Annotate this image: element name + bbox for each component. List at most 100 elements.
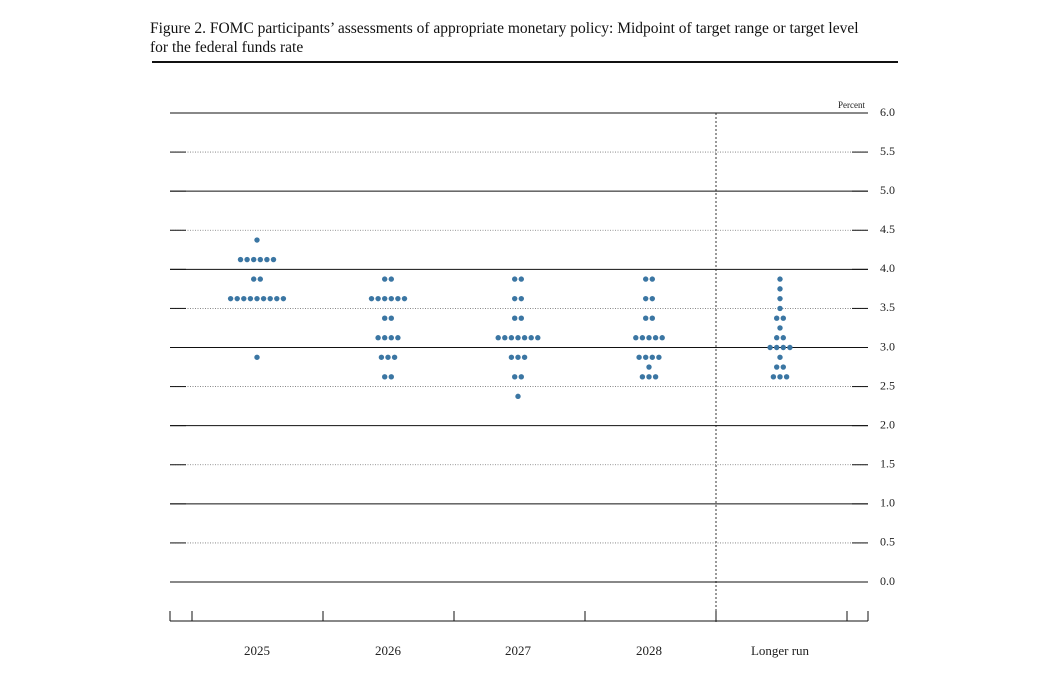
x-tick-label: 2026 — [375, 643, 402, 658]
dot — [270, 256, 277, 263]
dot — [382, 295, 388, 302]
dot — [512, 295, 518, 302]
y-tick-label: 6.0 — [880, 105, 895, 119]
dot — [643, 276, 649, 282]
dot — [518, 315, 524, 321]
dot — [264, 256, 270, 263]
dot — [777, 305, 783, 312]
dot — [378, 354, 385, 360]
dot — [518, 374, 524, 380]
dot — [639, 335, 646, 341]
dot — [251, 256, 257, 263]
dot — [512, 276, 518, 282]
dot — [382, 335, 388, 341]
dot — [649, 295, 655, 302]
dot — [774, 344, 780, 351]
y-tick-label: 2.0 — [880, 417, 895, 431]
dot — [652, 374, 659, 380]
dot — [382, 315, 388, 321]
dot — [515, 354, 521, 360]
dot — [254, 354, 260, 360]
dot — [652, 335, 659, 341]
dot — [518, 295, 524, 302]
dot — [633, 335, 639, 341]
dot — [247, 295, 254, 302]
dot — [780, 364, 786, 370]
dot — [518, 276, 524, 282]
dot — [656, 354, 662, 360]
y-tick-label: 5.0 — [880, 183, 895, 197]
dot — [375, 295, 381, 302]
y-tick-label: 3.5 — [880, 300, 895, 314]
dot — [659, 335, 665, 341]
dot — [382, 276, 388, 282]
dot — [777, 374, 783, 380]
y-tick-label: 4.5 — [880, 222, 895, 236]
dot — [512, 315, 518, 321]
dot — [783, 374, 790, 380]
dot — [495, 335, 501, 341]
dot — [382, 374, 388, 380]
dot — [521, 335, 528, 341]
dot — [777, 354, 783, 360]
dot — [780, 344, 786, 351]
y-tick-label: 4.0 — [880, 261, 895, 275]
dot — [227, 295, 234, 302]
dot — [260, 295, 267, 302]
dot — [649, 354, 655, 360]
dot — [643, 295, 649, 302]
dot — [280, 295, 287, 302]
dot — [774, 364, 780, 370]
dot — [388, 315, 394, 321]
dot — [767, 344, 773, 351]
title-rule — [152, 61, 898, 63]
y-tick-label: 0.0 — [880, 574, 895, 588]
dot — [636, 354, 642, 360]
dot — [388, 295, 394, 302]
dot — [257, 276, 263, 282]
dot — [528, 335, 534, 341]
dot — [274, 295, 280, 302]
y-axis-label: Percent — [838, 100, 865, 110]
dot — [254, 237, 260, 243]
dot — [777, 325, 783, 331]
dot — [508, 335, 515, 341]
dot — [388, 276, 394, 282]
dot — [251, 276, 257, 282]
dot — [395, 335, 401, 341]
dot — [787, 344, 793, 351]
dot — [244, 256, 250, 263]
y-tick-label: 1.0 — [880, 496, 895, 510]
y-tick-label: 1.5 — [880, 457, 895, 471]
dot — [375, 335, 381, 341]
dot — [385, 354, 391, 360]
dot — [515, 393, 521, 400]
y-tick-label: 3.0 — [880, 339, 895, 353]
dot — [649, 315, 655, 321]
dot — [777, 276, 783, 282]
x-tick-label: Longer run — [751, 643, 810, 658]
dot — [521, 354, 528, 360]
dot — [508, 354, 515, 360]
dot — [770, 374, 777, 380]
dot — [512, 374, 518, 380]
dot — [515, 335, 521, 341]
dot — [639, 374, 646, 380]
dot — [780, 335, 786, 341]
dot — [391, 354, 398, 360]
dot — [646, 374, 652, 380]
dot — [388, 374, 394, 380]
dot — [774, 335, 780, 341]
dot — [257, 256, 263, 263]
dot — [780, 315, 786, 321]
y-tick-label: 0.5 — [880, 535, 895, 549]
dot — [395, 295, 401, 302]
x-tick-label: 2025 — [244, 643, 270, 658]
dot — [267, 295, 273, 302]
dot — [502, 335, 508, 341]
y-tick-label: 5.5 — [880, 144, 895, 158]
dot — [237, 256, 244, 263]
dot — [774, 315, 780, 321]
